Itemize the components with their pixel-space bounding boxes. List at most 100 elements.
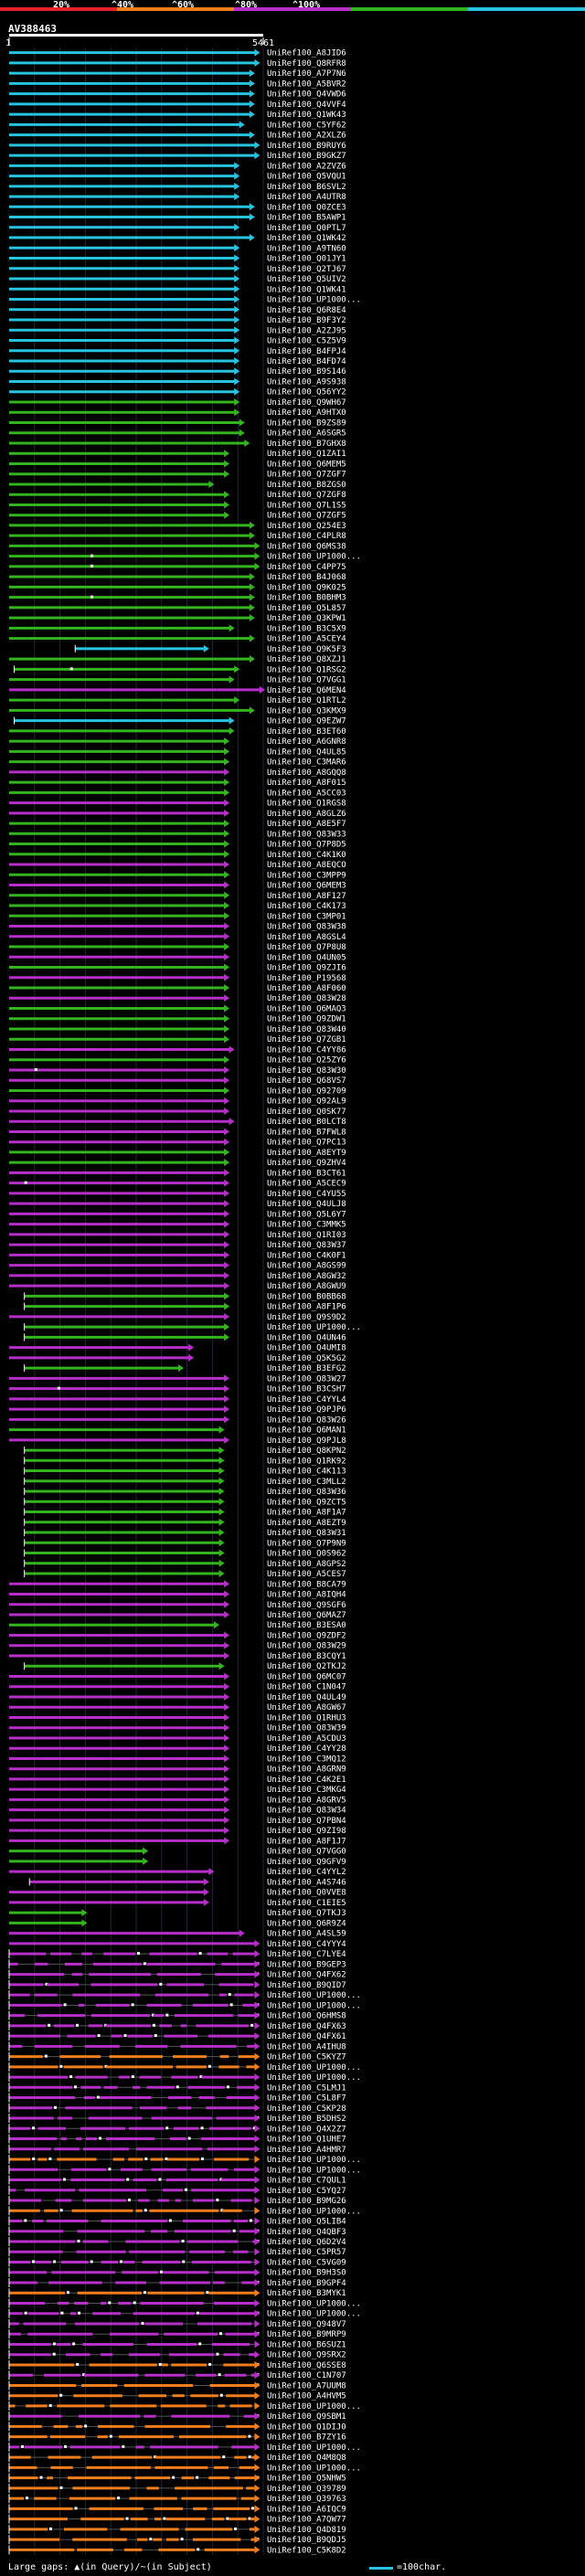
hit-arrowhead (229, 726, 235, 735)
hit-label: UniRef100_Q9SBM1 (267, 2412, 346, 2422)
hit-label: UniRef100_UP1000... (267, 2001, 361, 2010)
hit-label: UniRef100_A4UTR8 (267, 193, 346, 202)
hit-arrowhead (249, 80, 255, 88)
hit-label: UniRef100_Q4UMI8 (267, 1344, 346, 1353)
hit-arrowhead (224, 491, 230, 499)
hit-label: UniRef100_C5K8D2 (267, 2546, 346, 2555)
gap-marker (141, 2321, 144, 2325)
hit-label: UniRef100_C1N707 (267, 2371, 346, 2380)
hit-arrowhead (224, 861, 230, 869)
hit-label: UniRef100_Q2TKJ2 (267, 1662, 346, 1671)
hit-label: UniRef100_A4HMR7 (267, 2146, 346, 2155)
gap-marker (144, 2157, 148, 2161)
hit-arrowhead (224, 1765, 230, 1773)
hit-label: UniRef100_Q254E3 (267, 522, 346, 531)
hit-label: UniRef100_Q83W26 (267, 1415, 346, 1425)
hit-label: UniRef100_UP1000... (267, 1323, 361, 1332)
hit-label: UniRef100_C3MLL2 (267, 1478, 346, 1487)
hit-label: UniRef100_A9HTX0 (267, 408, 346, 418)
hit-label: UniRef100_Q4QBF3 (267, 2228, 346, 2237)
hit-arrowhead (254, 2021, 261, 2030)
gap-marker (48, 2023, 51, 2027)
hit-arrowhead (254, 2381, 261, 2390)
legend-label-100: ^100% (292, 0, 321, 10)
hit-arrowhead (224, 1806, 230, 1814)
gap-marker (69, 667, 73, 671)
hit-label: UniRef100_A8F127 (267, 892, 346, 901)
hit-arrowhead (224, 511, 230, 519)
hit-arrowhead (224, 973, 230, 981)
hit-arrowhead (224, 1837, 230, 1845)
hit-arrowhead (224, 1169, 230, 1177)
hit-label: UniRef100_A5CDU3 (267, 1734, 346, 1744)
hit-arrowhead (224, 1723, 230, 1732)
hit-arrowhead (254, 1970, 261, 1978)
gap-marker (59, 2393, 63, 2397)
gap-marker (232, 2229, 236, 2232)
hit-arrowhead (224, 1692, 230, 1701)
hit-arrowhead (224, 747, 230, 756)
legend-bar-0 (0, 7, 117, 11)
hit-arrowhead (224, 809, 230, 817)
scale-swatch (369, 2567, 393, 2570)
hit-arrowhead (229, 1118, 235, 1126)
gap-marker (90, 554, 93, 557)
hit-arrowhead (234, 346, 240, 355)
hit-label: UniRef100_B4FD74 (267, 357, 346, 366)
hit-label: UniRef100_Q92AL9 (267, 1097, 346, 1107)
gap-marker (176, 2085, 179, 2089)
gap-marker (128, 2199, 132, 2202)
hit-arrowhead (188, 1353, 195, 1362)
hit-label: UniRef100_A4HVM5 (267, 2392, 346, 2401)
hit-arrowhead (224, 871, 230, 879)
hit-arrowhead (224, 501, 230, 509)
hit-label: UniRef100_Q1RK92 (267, 1457, 346, 1466)
hit-label: UniRef100_Q7P8U8 (267, 943, 346, 952)
gap-marker (126, 2178, 130, 2181)
hit-arrowhead (254, 2433, 261, 2441)
hit-label: UniRef100_Q83W34 (267, 1807, 346, 1816)
hit-label: UniRef100_Q4VVF4 (267, 101, 346, 110)
gap-marker (196, 2475, 199, 2479)
hit-label: UniRef100_A8F1J7 (267, 1837, 346, 1846)
hit-label: UniRef100_B9ZS89 (267, 419, 346, 428)
hit-label: UniRef100_A9S938 (267, 377, 346, 387)
hit-arrowhead (218, 1498, 225, 1506)
gap-marker (108, 2168, 112, 2171)
gap-marker (196, 2311, 199, 2315)
hit-label: UniRef100_UP1000... (267, 2310, 361, 2319)
hit-arrowhead (244, 439, 250, 447)
hit-arrowhead (224, 1159, 230, 1167)
hit-label: UniRef100_P19568 (267, 974, 346, 983)
hit-label: UniRef100_Q01JY1 (267, 255, 346, 264)
hit-arrowhead (249, 583, 255, 591)
hit-label: UniRef100_Q0SK77 (267, 1108, 346, 1117)
gap-marker (84, 2424, 88, 2428)
hit-arrowhead (224, 1580, 230, 1588)
hit-arrowhead (218, 1559, 225, 1567)
hit-arrowhead (203, 1888, 209, 1896)
hit-arrowhead (234, 285, 240, 293)
hit-arrowhead (224, 820, 230, 828)
hit-label: UniRef100_B9F3Y2 (267, 316, 346, 325)
hit-arrowhead (224, 984, 230, 991)
gap-marker (69, 2075, 73, 2079)
hit-label: UniRef100_Q83W37 (267, 1241, 346, 1250)
hit-arrowhead (249, 234, 255, 242)
hit-label: UniRef100_Q7VGG0 (267, 1848, 346, 1857)
hit-arrowhead (203, 1878, 209, 1886)
hit-label: UniRef100_Q4UL85 (267, 747, 346, 757)
hit-arrowhead (224, 850, 230, 858)
hit-label: UniRef100_B3MYK1 (267, 2289, 346, 2298)
hit-arrowhead (249, 69, 255, 78)
hit-label: UniRef100_Q6MS38 (267, 542, 346, 551)
hit-label: UniRef100_A8EQCO (267, 861, 346, 870)
hit-label: UniRef100_A7P7N6 (267, 69, 346, 79)
gap-marker (32, 2126, 36, 2130)
hit-label: UniRef100_A7QW77 (267, 2516, 346, 2525)
hit-arrowhead (229, 1045, 235, 1054)
hit-arrowhead (218, 1488, 225, 1496)
hit-label: UniRef100_C7QUL1 (267, 2177, 346, 2186)
hit-label: UniRef100_A7UUM8 (267, 2381, 346, 2390)
hit-label: UniRef100_Q1WK41 (267, 285, 346, 294)
